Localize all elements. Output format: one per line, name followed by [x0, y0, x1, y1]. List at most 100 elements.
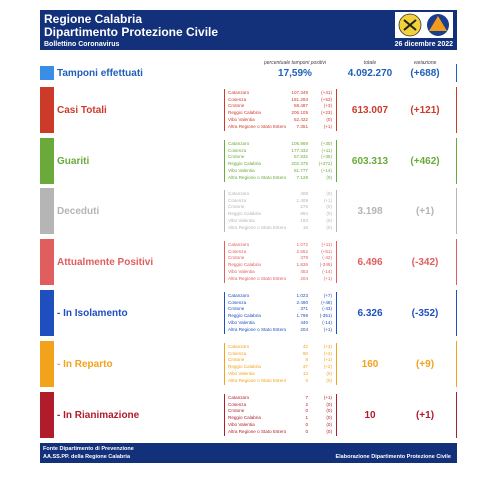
area-name: Crotone [228, 408, 245, 414]
area-name: Altra Regione o Stato Estero [228, 123, 287, 129]
list-rule-right [336, 241, 337, 283]
list-rule-right [336, 140, 337, 182]
area-value: 37 [302, 364, 308, 370]
area-change: (-351) [319, 313, 332, 319]
area-name: Crotone [228, 204, 245, 210]
list-rule-right [336, 190, 337, 232]
area-value: 408 [300, 191, 308, 196]
section-bar [40, 87, 54, 133]
list-rule [224, 190, 225, 232]
area-name: Crotone [228, 306, 245, 312]
area-name: Altra Regione o Stato Estero [228, 224, 287, 230]
section-change: (+1) [415, 206, 435, 217]
section-bar [40, 188, 54, 234]
area-change: (+3) [323, 103, 332, 109]
date: 26 dicembre 2022 [394, 41, 453, 48]
area-value: 371 [300, 306, 308, 312]
area-change: (+30) [321, 141, 332, 146]
area-value: 7 [305, 395, 308, 400]
area-value: 1.798 [296, 313, 309, 319]
area-value: 1.836 [296, 262, 309, 268]
area-change: (+14) [321, 167, 332, 173]
section-change: (+462) [410, 156, 440, 167]
area-name: Reggio Calabria [228, 110, 261, 116]
list-rule-right [336, 394, 337, 436]
area-change: (+3) [323, 350, 332, 356]
area-change: (+3) [323, 344, 332, 349]
area-change: (0) [326, 370, 332, 376]
area-value: 0 [305, 377, 308, 383]
area-name: Cosenza [228, 401, 247, 407]
area-value: 440 [300, 319, 308, 325]
area-change: (+35) [321, 154, 332, 160]
subtitle: Dipartimento Protezione Civile [44, 25, 219, 39]
area-value: 58.487 [293, 103, 308, 109]
area-value: 894 [300, 211, 308, 217]
area-change: (0) [326, 408, 332, 414]
area-change: (-43) [322, 306, 332, 312]
area-change: (-42) [322, 255, 332, 261]
area-name: Vibo Valentia [228, 370, 255, 376]
area-change: (-14) [322, 319, 332, 325]
area-change: (+1) [323, 357, 332, 363]
area-change: (0) [326, 421, 332, 427]
area-value: 181.293 [291, 96, 308, 102]
area-value: 193 [300, 217, 308, 223]
area-value: 0 [305, 408, 308, 414]
footer-source: Fonte Dipartimento di Prevenzione [43, 446, 134, 452]
area-value: 51.777 [293, 167, 308, 173]
section-total: 613.007 [351, 105, 389, 116]
area-value: 0 [305, 428, 308, 434]
area-name: Cosenza [228, 147, 247, 153]
area-name: Reggio Calabria [228, 262, 261, 268]
section-label: - In Reparto [57, 359, 113, 370]
area-change: (+51) [321, 248, 332, 254]
section-total: 3.198 [357, 206, 383, 217]
section-total: 603.313 [351, 156, 389, 167]
list-rule-right [336, 343, 337, 385]
list-rule-right [336, 89, 337, 131]
area-value: 204 [300, 275, 308, 281]
area-name: Vibo Valentia [228, 116, 255, 122]
area-change: (-349) [319, 262, 332, 268]
area-name: Altra Regione o Stato Estero [228, 377, 287, 383]
section-change: (-342) [411, 257, 439, 268]
area-name: Vibo Valentia [228, 268, 255, 274]
section-total: 160 [361, 359, 379, 370]
section-change: (+1) [415, 410, 435, 421]
section-label: Attualmente Positivi [57, 257, 154, 268]
area-change: (+1) [323, 395, 332, 400]
list-rule-right [336, 292, 337, 334]
area-name: Crotone [228, 103, 245, 109]
area-change: (0) [326, 224, 332, 230]
bulletin: Bollettino Coronavirus [44, 41, 120, 48]
area-value: 7.128 [296, 174, 309, 180]
area-change: (0) [326, 191, 332, 196]
area-name: Vibo Valentia [228, 167, 255, 173]
area-change: (0) [326, 377, 332, 383]
area-change: (+48) [321, 299, 332, 305]
header: Regione Calabria Dipartimento Protezione… [40, 10, 457, 50]
area-change: (0) [326, 415, 332, 421]
section-bar [40, 138, 54, 184]
area-change: (+2) [323, 364, 332, 370]
area-value: 1.072 [296, 242, 309, 247]
section-bar [40, 239, 54, 285]
area-value: 453 [300, 268, 308, 274]
tamponi-bar [40, 66, 54, 80]
footer-source2: AA.SS.PP. della Regione Calabria [43, 454, 131, 460]
tamponi-percent: 17,59% [278, 68, 312, 79]
area-name: Cosenza [228, 299, 247, 305]
list-rule [224, 343, 225, 385]
area-change: (+1) [323, 326, 332, 332]
area-change: (+1) [323, 275, 332, 281]
tamponi-rule [456, 64, 457, 82]
tamponi-total: 4.092.270 [347, 68, 393, 79]
area-name: Altra Regione o Stato Estero [228, 326, 287, 332]
area-change: (0) [326, 428, 332, 434]
section-change: (+121) [410, 105, 440, 116]
area-name: Vibo Valentia [228, 217, 255, 223]
area-name: Reggio Calabria [228, 415, 261, 421]
list-rule [224, 292, 225, 334]
section-label: Guariti [57, 156, 90, 167]
